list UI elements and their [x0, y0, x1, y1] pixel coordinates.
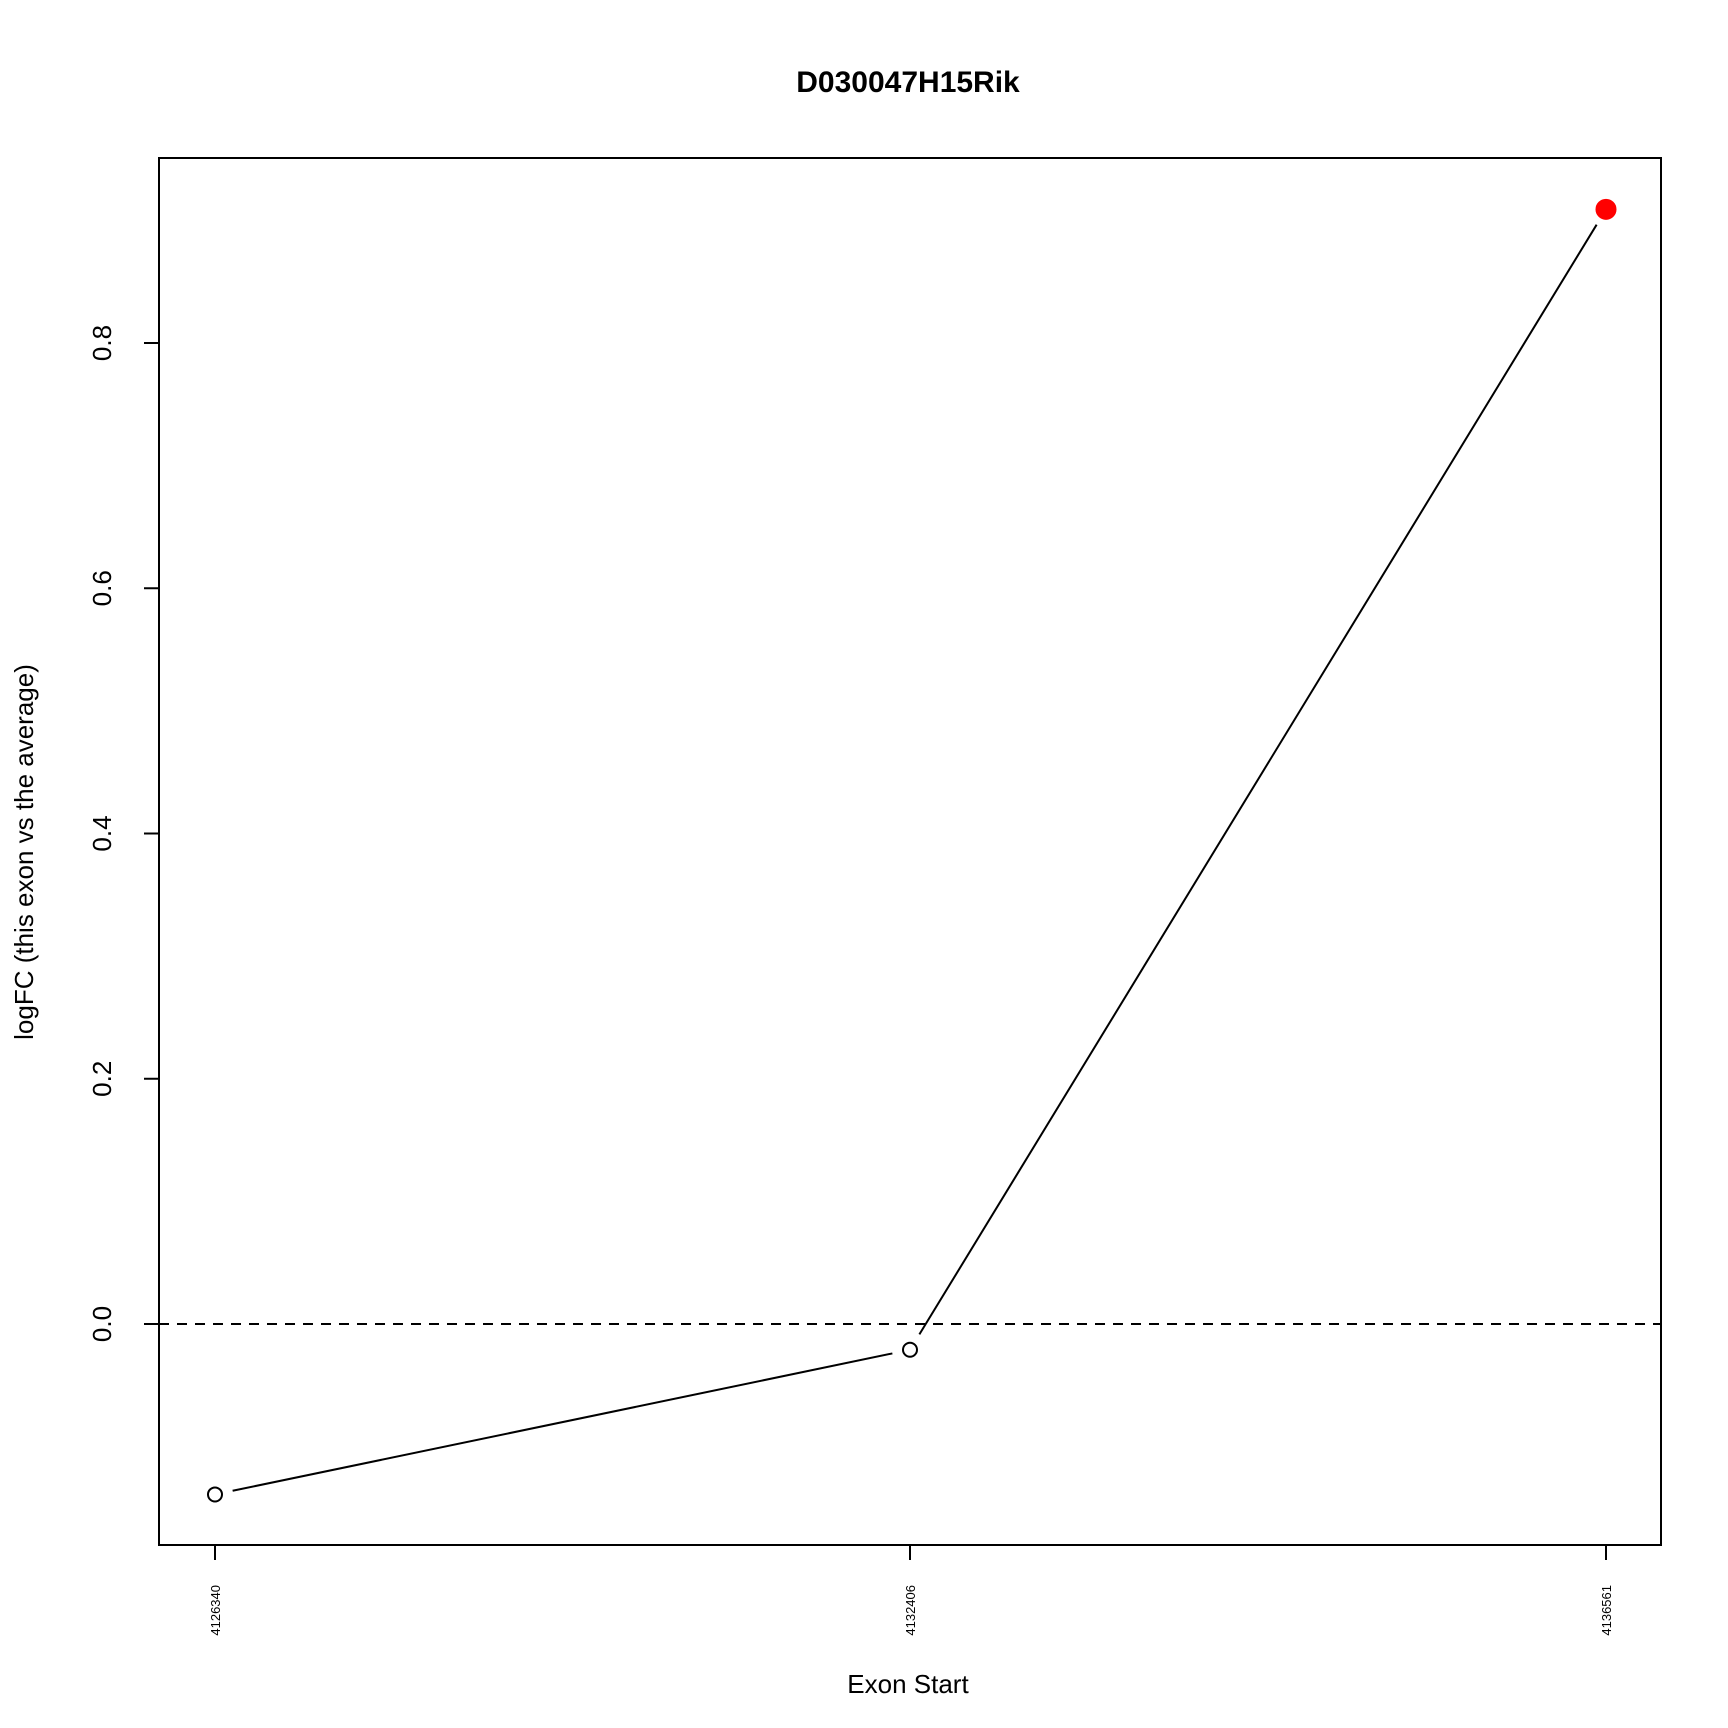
- y-axis-label: logFC (this exon vs the average): [9, 664, 39, 1040]
- y-tick-label: 0.0: [87, 1306, 117, 1342]
- series-line-segment: [232, 1352, 893, 1492]
- y-tick-label: 0.6: [87, 570, 117, 606]
- y-tick-label: 0.2: [87, 1061, 117, 1097]
- x-tick-label: 4126340: [208, 1585, 223, 1636]
- data-point: [902, 1341, 918, 1358]
- x-tick-label: 4132406: [903, 1585, 918, 1636]
- data-point: [207, 1486, 223, 1503]
- y-tick-label: 0.4: [87, 815, 117, 851]
- y-axis: 0.0 0.2 0.4 0.6 0.8: [87, 325, 159, 1342]
- series-line-group: [232, 224, 1598, 1492]
- series-line-segment: [918, 224, 1598, 1335]
- y-tick-label: 0.8: [87, 325, 117, 361]
- highlighted-data-point: [1595, 198, 1617, 220]
- chart-title: D030047H15Rik: [796, 66, 1020, 99]
- x-axis-label: Exon Start: [847, 1669, 969, 1699]
- x-tick-label: 4136561: [1599, 1585, 1614, 1636]
- x-axis: 4126340 4132406 4136561: [208, 1545, 1614, 1636]
- data-points: [207, 198, 1617, 1503]
